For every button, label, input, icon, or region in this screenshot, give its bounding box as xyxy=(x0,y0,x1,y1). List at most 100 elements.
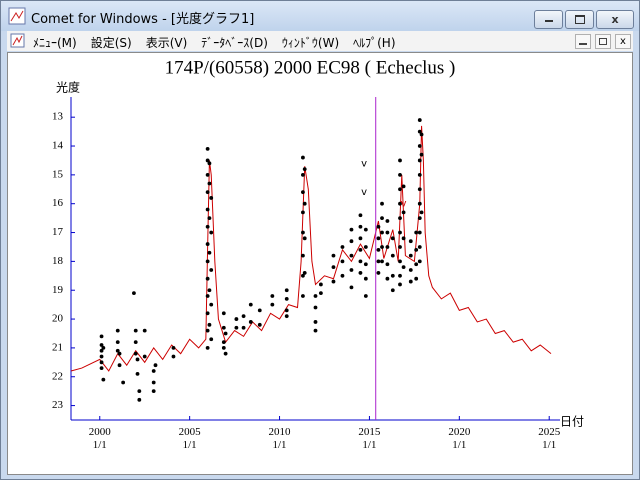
observation-point xyxy=(376,247,381,252)
observation-point xyxy=(408,268,413,272)
observation-point xyxy=(209,337,214,342)
menu-item[interactable]: 設定(S) xyxy=(90,36,132,50)
observation-point xyxy=(221,311,226,316)
observation-point xyxy=(205,190,210,195)
observation-point xyxy=(257,322,262,327)
observation-point xyxy=(133,340,138,345)
observation-point xyxy=(376,236,381,241)
observation-point xyxy=(301,172,305,177)
observation-point xyxy=(414,262,419,267)
observation-point xyxy=(301,273,305,278)
observation-point xyxy=(137,389,142,394)
observation-point xyxy=(380,245,384,249)
observation-point xyxy=(363,276,368,281)
observation-point xyxy=(358,247,363,252)
observation-point xyxy=(153,363,158,368)
maximize-button[interactable] xyxy=(565,10,594,29)
observation-point xyxy=(270,294,275,298)
observation-point xyxy=(417,158,422,163)
observation-point xyxy=(417,216,422,221)
observation-point xyxy=(398,282,402,287)
observation-point xyxy=(132,291,136,296)
observation-point xyxy=(284,296,289,301)
menu-item[interactable]: ﾍﾙﾌﾟ(H) xyxy=(353,36,396,50)
y-tick-label: 21 xyxy=(52,341,63,353)
minimize-button[interactable] xyxy=(534,10,563,29)
child-minimize[interactable] xyxy=(575,34,591,49)
observation-point xyxy=(385,262,390,267)
observation-point xyxy=(385,276,390,281)
child-restore[interactable] xyxy=(595,34,611,49)
observation-point xyxy=(358,271,363,275)
app-icon xyxy=(8,7,26,25)
observation-point xyxy=(401,210,406,215)
observation-point xyxy=(398,187,402,192)
observation-point xyxy=(241,314,246,319)
observation-point xyxy=(401,265,406,270)
observation-point xyxy=(121,380,126,385)
child-close[interactable]: x xyxy=(615,34,631,49)
observation-point xyxy=(301,253,305,258)
observation-point xyxy=(99,366,104,370)
observation-point xyxy=(209,230,214,235)
observation-point xyxy=(417,187,422,192)
observation-point xyxy=(318,282,323,287)
observation-point xyxy=(234,317,239,321)
observation-point xyxy=(207,250,212,255)
observation-point xyxy=(401,184,406,189)
observation-point xyxy=(205,147,210,151)
observation-point xyxy=(221,325,226,330)
y-tick-label: 14 xyxy=(52,140,64,152)
observation-point xyxy=(301,155,305,160)
observation-point xyxy=(205,311,210,316)
observation-point xyxy=(115,328,120,333)
observation-point xyxy=(380,230,384,235)
observation-point xyxy=(414,247,419,252)
upper-limit-mark: v xyxy=(401,199,407,210)
observation-point xyxy=(363,245,368,249)
menu-item[interactable]: ﾃﾞｰﾀﾍﾞｰｽ(D) xyxy=(201,36,268,50)
upper-limit-mark: v xyxy=(361,187,367,198)
observation-point xyxy=(205,224,210,229)
observation-point xyxy=(313,294,318,298)
observation-point xyxy=(390,236,395,241)
observation-point xyxy=(349,268,354,272)
observation-point xyxy=(408,239,413,244)
y-axis-label: 光度 xyxy=(56,80,80,95)
observation-point xyxy=(380,259,384,264)
observation-point xyxy=(398,216,402,221)
observation-point xyxy=(385,219,390,223)
observation-point xyxy=(171,346,176,350)
observation-point xyxy=(417,201,422,206)
menu-item[interactable]: ﾒﾆｭｰ(M) xyxy=(33,36,77,50)
observation-point xyxy=(417,144,422,148)
observation-point xyxy=(99,334,104,339)
observation-point xyxy=(380,216,384,221)
observation-point xyxy=(302,236,307,241)
close-button[interactable]: x xyxy=(596,10,634,29)
observation-point xyxy=(301,294,305,298)
observation-point xyxy=(101,377,106,382)
menu-bar: x ﾒﾆｭｰ(M) 設定(S) 表示(V) ﾃﾞｰﾀﾍﾞｰｽ(D) ｳｨﾝﾄﾞｳ(W) ﾍ… xyxy=(7,31,633,51)
child-icon[interactable] xyxy=(10,33,26,49)
observation-point xyxy=(363,227,368,232)
observation-point xyxy=(398,259,402,264)
observation-point xyxy=(241,325,246,330)
observation-point xyxy=(99,343,104,347)
y-tick-label: 17 xyxy=(52,226,64,238)
menu-item[interactable]: 表示(V) xyxy=(145,36,188,50)
observation-point xyxy=(417,172,422,177)
observation-point xyxy=(349,239,354,244)
observation-point xyxy=(390,288,395,293)
observation-point xyxy=(398,230,402,235)
observation-point xyxy=(284,314,289,319)
observation-point xyxy=(205,172,210,177)
x-tick-label: 2000 1/1 xyxy=(89,426,112,451)
observation-point xyxy=(101,346,106,350)
y-tick-label: 15 xyxy=(52,168,64,180)
observation-point xyxy=(284,288,289,293)
observation-point xyxy=(331,253,336,258)
observation-point xyxy=(313,305,318,310)
menu-item[interactable]: ｳｨﾝﾄﾞｳ(W) xyxy=(281,36,340,50)
observation-point xyxy=(385,245,390,249)
